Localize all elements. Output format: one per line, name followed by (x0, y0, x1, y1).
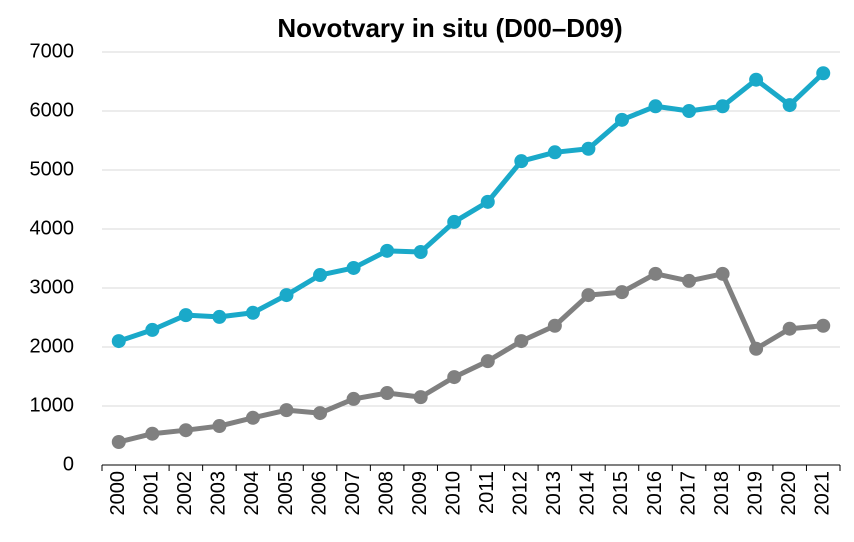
point (749, 72, 764, 87)
point (212, 419, 227, 434)
point (145, 426, 160, 441)
point (816, 318, 831, 333)
point (682, 104, 697, 118)
point (682, 273, 697, 288)
x-tick-label: 2015 (610, 471, 632, 516)
point (178, 308, 193, 323)
x-tick-label: 2020 (778, 471, 800, 516)
x-tick-label: 2001 (141, 471, 163, 516)
chart-title: Novotvary in situ (D00–D09) (277, 13, 622, 43)
x-tick-label: 2019 (744, 471, 766, 516)
point (782, 321, 797, 336)
point (648, 266, 663, 281)
y-tick-label: 1000 (30, 394, 75, 416)
point (648, 99, 663, 114)
point (581, 141, 596, 156)
point (749, 341, 764, 356)
point (380, 386, 395, 401)
x-tick-label: 2010 (443, 471, 465, 516)
series-line (118, 271, 824, 445)
point (279, 403, 294, 418)
point (313, 406, 328, 421)
point (480, 354, 495, 369)
point (715, 266, 730, 281)
point (614, 112, 629, 127)
y-tick-label: 7000 (30, 40, 75, 62)
point (782, 98, 797, 113)
point (547, 145, 562, 160)
x-tick-label: 2021 (812, 471, 834, 516)
point (380, 243, 395, 258)
point (145, 322, 160, 337)
point (413, 390, 428, 405)
x-tick-label: 2000 (107, 471, 129, 516)
point (245, 410, 260, 425)
point (279, 288, 294, 303)
x-tick-label: 2004 (241, 471, 263, 516)
point (346, 391, 361, 406)
point (212, 309, 227, 324)
x-tick-label: 2002 (174, 471, 196, 516)
point (547, 318, 562, 333)
x-tick-label: 2003 (208, 471, 230, 516)
x-tick-label: 2017 (677, 471, 699, 516)
point (111, 334, 126, 349)
point (111, 434, 126, 449)
y-tick-label: 0 (63, 453, 74, 475)
point (514, 154, 529, 169)
y-tick-label: 4000 (30, 217, 75, 239)
point (447, 214, 462, 229)
x-tick-label: 2011 (476, 471, 498, 514)
series-line (117, 71, 825, 344)
point (581, 288, 596, 303)
x-tick-label: 2012 (510, 471, 532, 516)
y-tick-label: 6000 (30, 99, 75, 121)
point (413, 245, 428, 260)
y-tick-label: 3000 (30, 276, 75, 298)
y-tick-label: 5000 (30, 158, 75, 180)
point (346, 260, 361, 275)
point (614, 285, 629, 300)
x-tick-label: 2007 (342, 471, 364, 516)
x-tick-label: 2005 (275, 471, 297, 516)
point (447, 370, 462, 385)
x-tick-label: 2009 (409, 471, 431, 516)
point (514, 334, 529, 349)
x-tick-label: 2018 (711, 471, 733, 516)
x-tick-label: 2014 (577, 471, 599, 516)
point (178, 423, 193, 438)
y-tick-label: 2000 (30, 335, 75, 357)
x-tick-label: 2006 (308, 471, 330, 516)
point (715, 99, 730, 114)
point (313, 268, 328, 283)
point (816, 66, 831, 81)
x-tick-label: 2008 (375, 471, 397, 516)
point (480, 194, 495, 209)
point (245, 305, 260, 320)
x-tick-label: 2013 (543, 471, 565, 516)
x-tick-label: 2016 (644, 471, 666, 516)
